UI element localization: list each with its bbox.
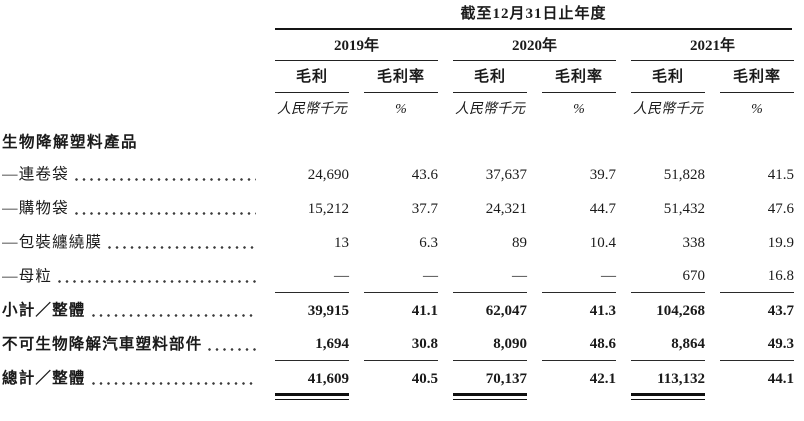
value-cell: 41.3 — [589, 303, 616, 319]
value-cell: 51,432 — [663, 201, 705, 217]
value-cell: 19.9 — [767, 235, 794, 251]
dot-leader — [91, 314, 256, 317]
value-cell: 10.4 — [589, 235, 616, 251]
row-label: 總計／整體 — [2, 361, 260, 395]
value-cell: 44.7 — [589, 201, 616, 217]
row-label-text: —購物袋 — [2, 200, 69, 217]
value-cell: 24,321 — [485, 201, 527, 217]
percent-label: % — [395, 102, 407, 117]
value-cell: 338 — [682, 235, 706, 251]
value-cell: 8,090 — [453, 327, 527, 361]
value-cell: — — [542, 259, 616, 293]
dot-leader — [208, 348, 256, 351]
value-cell: 24,690 — [307, 167, 349, 183]
value-cell: 44.1 — [767, 371, 794, 387]
value-cell: 13 — [334, 235, 349, 251]
value-cell: 39.7 — [589, 167, 616, 183]
table-row: —連卷袋 24,690 43.6 37,637 39.7 51,828 41.5 — [2, 157, 794, 191]
value-cell: 41.1 — [411, 303, 438, 319]
section-header: 生物降解塑料產品 — [2, 120, 792, 157]
value-cell: 1,694 — [275, 327, 349, 361]
table-body: —連卷袋 24,690 43.6 37,637 39.7 51,828 41.5 —購物袋 15… — [2, 157, 794, 400]
row-label-text: —母粒 — [2, 268, 53, 285]
value-cell: 6.3 — [419, 235, 438, 251]
value-cell: 43.7 — [767, 303, 794, 319]
col-header-gross-margin-2021: 毛利率 — [720, 65, 794, 93]
value-cell: 49.3 — [720, 327, 794, 361]
year-header-2021: 2021年 — [631, 34, 794, 61]
col-header-gross-profit-2019: 毛利 — [275, 65, 349, 93]
dot-leader — [74, 212, 256, 215]
unit-label: 人民幣千元 — [277, 102, 347, 117]
row-label: —母粒 — [2, 259, 260, 293]
year-header-row: 2019年 2020年 2021年 — [2, 30, 794, 61]
value-cell: 51,828 — [663, 167, 705, 183]
year-header-2020: 2020年 — [453, 34, 616, 61]
value-cell: 42.1 — [589, 371, 616, 387]
value-cell: — — [275, 259, 349, 293]
value-cell: 670 — [631, 259, 705, 293]
value-cell: 47.6 — [767, 201, 794, 217]
unit-label: 人民幣千元 — [455, 102, 525, 117]
value-cell: 89 — [512, 235, 527, 251]
table-title: 截至12月31日止年度 — [275, 2, 792, 30]
row-label-text: —連卷袋 — [2, 166, 69, 183]
row-label: —購物袋 — [2, 191, 260, 225]
value-cell: 39,915 — [307, 303, 349, 319]
row-label: 不可生物降解汽車塑料部件 — [2, 327, 260, 361]
row-label: —連卷袋 — [2, 157, 260, 191]
value-cell: 30.8 — [364, 327, 438, 361]
year-header-2019: 2019年 — [275, 34, 438, 61]
value-cell: 70,137 — [453, 361, 527, 400]
table-row: —母粒 — — — — 670 16.8 — [2, 259, 794, 293]
value-cell: — — [364, 259, 438, 293]
row-label-text: 小計／整體 — [2, 302, 86, 319]
table-row: —包裝纏繞膜 13 6.3 89 10.4 338 19.9 — [2, 225, 794, 259]
table-row: —購物袋 15,212 37.7 24,321 44.7 51,432 47.6 — [2, 191, 794, 225]
row-label-text: 不可生物降解汽車塑料部件 — [2, 336, 203, 353]
col-header-gross-profit-2021: 毛利 — [631, 65, 705, 93]
value-cell: 41.5 — [767, 167, 794, 183]
table-title-row: 截至12月31日止年度 — [2, 2, 792, 30]
percent-label: % — [573, 102, 585, 117]
value-cell: 48.6 — [542, 327, 616, 361]
value-cell: 15,212 — [307, 201, 349, 217]
dot-leader — [74, 178, 256, 181]
value-cell: 113,132 — [631, 361, 705, 400]
value-cell: 104,268 — [656, 303, 705, 319]
table-row: 小計／整體 39,915 41.1 62,047 41.3 104,268 43.7 — [2, 293, 794, 327]
value-cell: — — [453, 259, 527, 293]
row-label-text: —包裝纏繞膜 — [2, 234, 103, 251]
row-label-text: 總計／整體 — [2, 370, 86, 387]
value-cell: 8,864 — [631, 327, 705, 361]
value-cell: 16.8 — [720, 259, 794, 293]
dot-leader — [108, 246, 256, 249]
table-row: 不可生物降解汽車塑料部件 1,694 30.8 8,090 48.6 8,864 49.3 — [2, 327, 794, 361]
row-label: 小計／整體 — [2, 293, 260, 327]
value-cell: 37.7 — [411, 201, 438, 217]
section-header-label: 生物降解塑料產品 — [2, 134, 139, 151]
dot-leader — [58, 280, 256, 283]
unit-label: 人民幣千元 — [633, 102, 703, 117]
col-header-gross-margin-2020: 毛利率 — [542, 65, 616, 93]
percent-label: % — [751, 102, 763, 117]
row-label: —包裝纏繞膜 — [2, 225, 260, 259]
table-row: 總計／整體 41,609 40.5 70,137 42.1 113,132 44.1 — [2, 361, 794, 400]
col-header-gross-margin-2019: 毛利率 — [364, 65, 438, 93]
metric-header-row: 毛利 毛利率 毛利 毛利率 毛利 毛利率 — [2, 61, 794, 93]
value-cell: 43.6 — [411, 167, 438, 183]
value-cell: 40.5 — [411, 371, 438, 387]
value-cell: 37,637 — [485, 167, 527, 183]
unit-header-row: 人民幣千元 % 人民幣千元 % 人民幣千元 % — [2, 93, 792, 120]
col-header-gross-profit-2020: 毛利 — [453, 65, 527, 93]
value-cell: 41,609 — [275, 361, 349, 400]
dot-leader — [91, 382, 256, 385]
value-cell: 62,047 — [485, 303, 527, 319]
